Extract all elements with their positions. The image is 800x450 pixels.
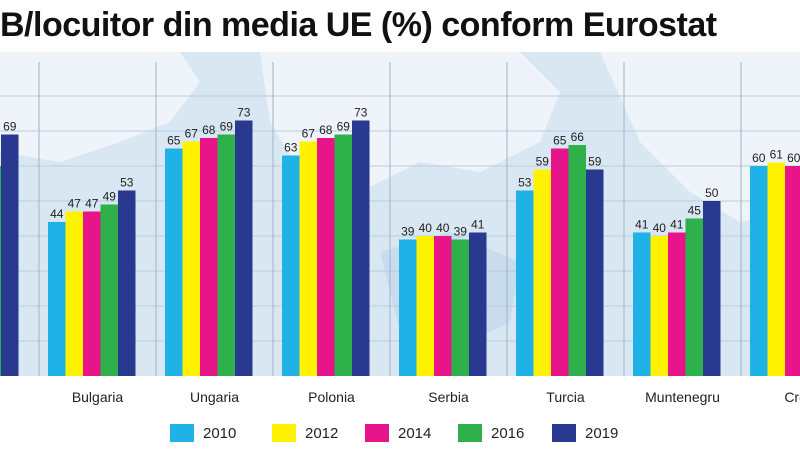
bar-2016: [568, 145, 586, 376]
bar-2019: [1, 134, 19, 376]
data-label: 41: [670, 218, 684, 232]
bar-2019: [469, 232, 487, 376]
category-label: Ungaria: [190, 389, 239, 405]
category-label: Croa: [784, 389, 800, 405]
data-label: 47: [85, 197, 99, 211]
data-label: 60: [787, 151, 800, 165]
legend-swatch: [365, 424, 389, 442]
data-label: 53: [518, 176, 532, 190]
bar-2014: [317, 138, 335, 376]
bar-2012: [299, 141, 317, 376]
bar-2012: [767, 162, 785, 376]
bar-2012: [65, 211, 83, 376]
bar-2016: [217, 134, 235, 376]
category-label: Serbia: [428, 389, 469, 405]
bar-2016: [100, 204, 118, 376]
data-label: 73: [354, 106, 368, 120]
bar-2012: [182, 141, 200, 376]
category-label: Bulgaria: [72, 389, 124, 405]
data-label: 61: [770, 148, 784, 162]
bar-2019: [352, 120, 370, 376]
data-label: 73: [237, 106, 251, 120]
data-label: 65: [167, 134, 181, 148]
data-label: 69: [3, 120, 17, 134]
bar-2014: [785, 166, 800, 376]
bar-2010: [633, 232, 651, 376]
bar-2012: [533, 169, 551, 376]
legend-item-2014: 2014: [365, 420, 431, 446]
bar-2012: [416, 236, 434, 376]
legend-label: 2014: [398, 424, 432, 442]
data-label: 50: [705, 186, 719, 200]
category-label: Muntenegru: [645, 389, 720, 405]
legend-label: 2012: [305, 424, 339, 442]
data-label: 59: [536, 155, 550, 169]
legend-swatch: [552, 424, 576, 442]
category-label: Polonia: [308, 389, 355, 405]
data-label: 39: [454, 225, 468, 239]
data-label: 60: [752, 151, 766, 165]
data-label: 41: [635, 218, 649, 232]
bar-2016: [334, 134, 352, 376]
data-label: 40: [419, 221, 433, 235]
data-label: 45: [688, 204, 702, 218]
category-label: Turcia: [546, 389, 585, 405]
legend-item-2016: 2016: [458, 420, 524, 446]
bar-2014: [434, 236, 452, 376]
legend: 2010 2012 2014 2016 2019: [160, 420, 800, 446]
legend-swatch: [272, 424, 296, 442]
bar-2014: [551, 148, 569, 376]
bar-2010: [516, 190, 534, 376]
data-label: 41: [471, 218, 485, 232]
data-label: 40: [436, 221, 450, 235]
data-label: 67: [302, 127, 316, 141]
map-landmass: [0, 52, 200, 162]
legend-swatch: [458, 424, 482, 442]
category-strip: [0, 376, 800, 420]
data-label: 69: [220, 120, 234, 134]
bar-chart: 6069444747495365676869736367686973394040…: [0, 52, 800, 420]
data-label: 44: [50, 207, 64, 221]
category-labels: niaBulgariaUngariaPoloniaSerbiaTurciaMun…: [72, 389, 800, 405]
legend-label: 2019: [585, 424, 619, 442]
bar-2012: [650, 236, 668, 376]
bar-2019: [118, 190, 136, 376]
bar-2010: [399, 239, 417, 376]
data-labels: 6069444747495365676869736367686973394040…: [3, 106, 800, 239]
bar-2014: [83, 211, 101, 376]
data-label: 47: [68, 197, 82, 211]
legend-label: 2010: [203, 424, 237, 442]
data-label: 68: [202, 123, 216, 137]
legend-swatch: [170, 424, 194, 442]
bar-2016: [685, 218, 703, 376]
chart-title: B/locuitor din media UE (%) conform Euro…: [0, 0, 800, 52]
bar-2014: [200, 138, 218, 376]
data-label: 53: [120, 176, 134, 190]
bar-2010: [165, 148, 183, 376]
legend-item-2012: 2012: [272, 420, 338, 446]
bar-2014: [668, 232, 686, 376]
bar-2016: [451, 239, 469, 376]
legend-item-2010: 2010: [170, 420, 236, 446]
data-label: 49: [103, 190, 117, 204]
legend-label: 2016: [491, 424, 525, 442]
bar-2010: [282, 155, 300, 376]
data-label: 63: [284, 141, 298, 155]
data-label: 39: [401, 225, 415, 239]
bar-2019: [703, 201, 721, 376]
legend-item-2019: 2019: [552, 420, 618, 446]
data-label: 68: [319, 123, 333, 137]
data-label: 66: [571, 130, 585, 144]
bar-2010: [750, 166, 768, 376]
bar-2010: [48, 222, 66, 376]
data-label: 59: [588, 155, 602, 169]
data-label: 69: [337, 120, 351, 134]
data-label: 40: [653, 221, 667, 235]
bar-2019: [586, 169, 604, 376]
bar-2019: [235, 120, 253, 376]
bar-2016: [0, 166, 1, 376]
data-label: 65: [553, 134, 567, 148]
bars: [0, 120, 800, 376]
data-label: 67: [185, 127, 199, 141]
